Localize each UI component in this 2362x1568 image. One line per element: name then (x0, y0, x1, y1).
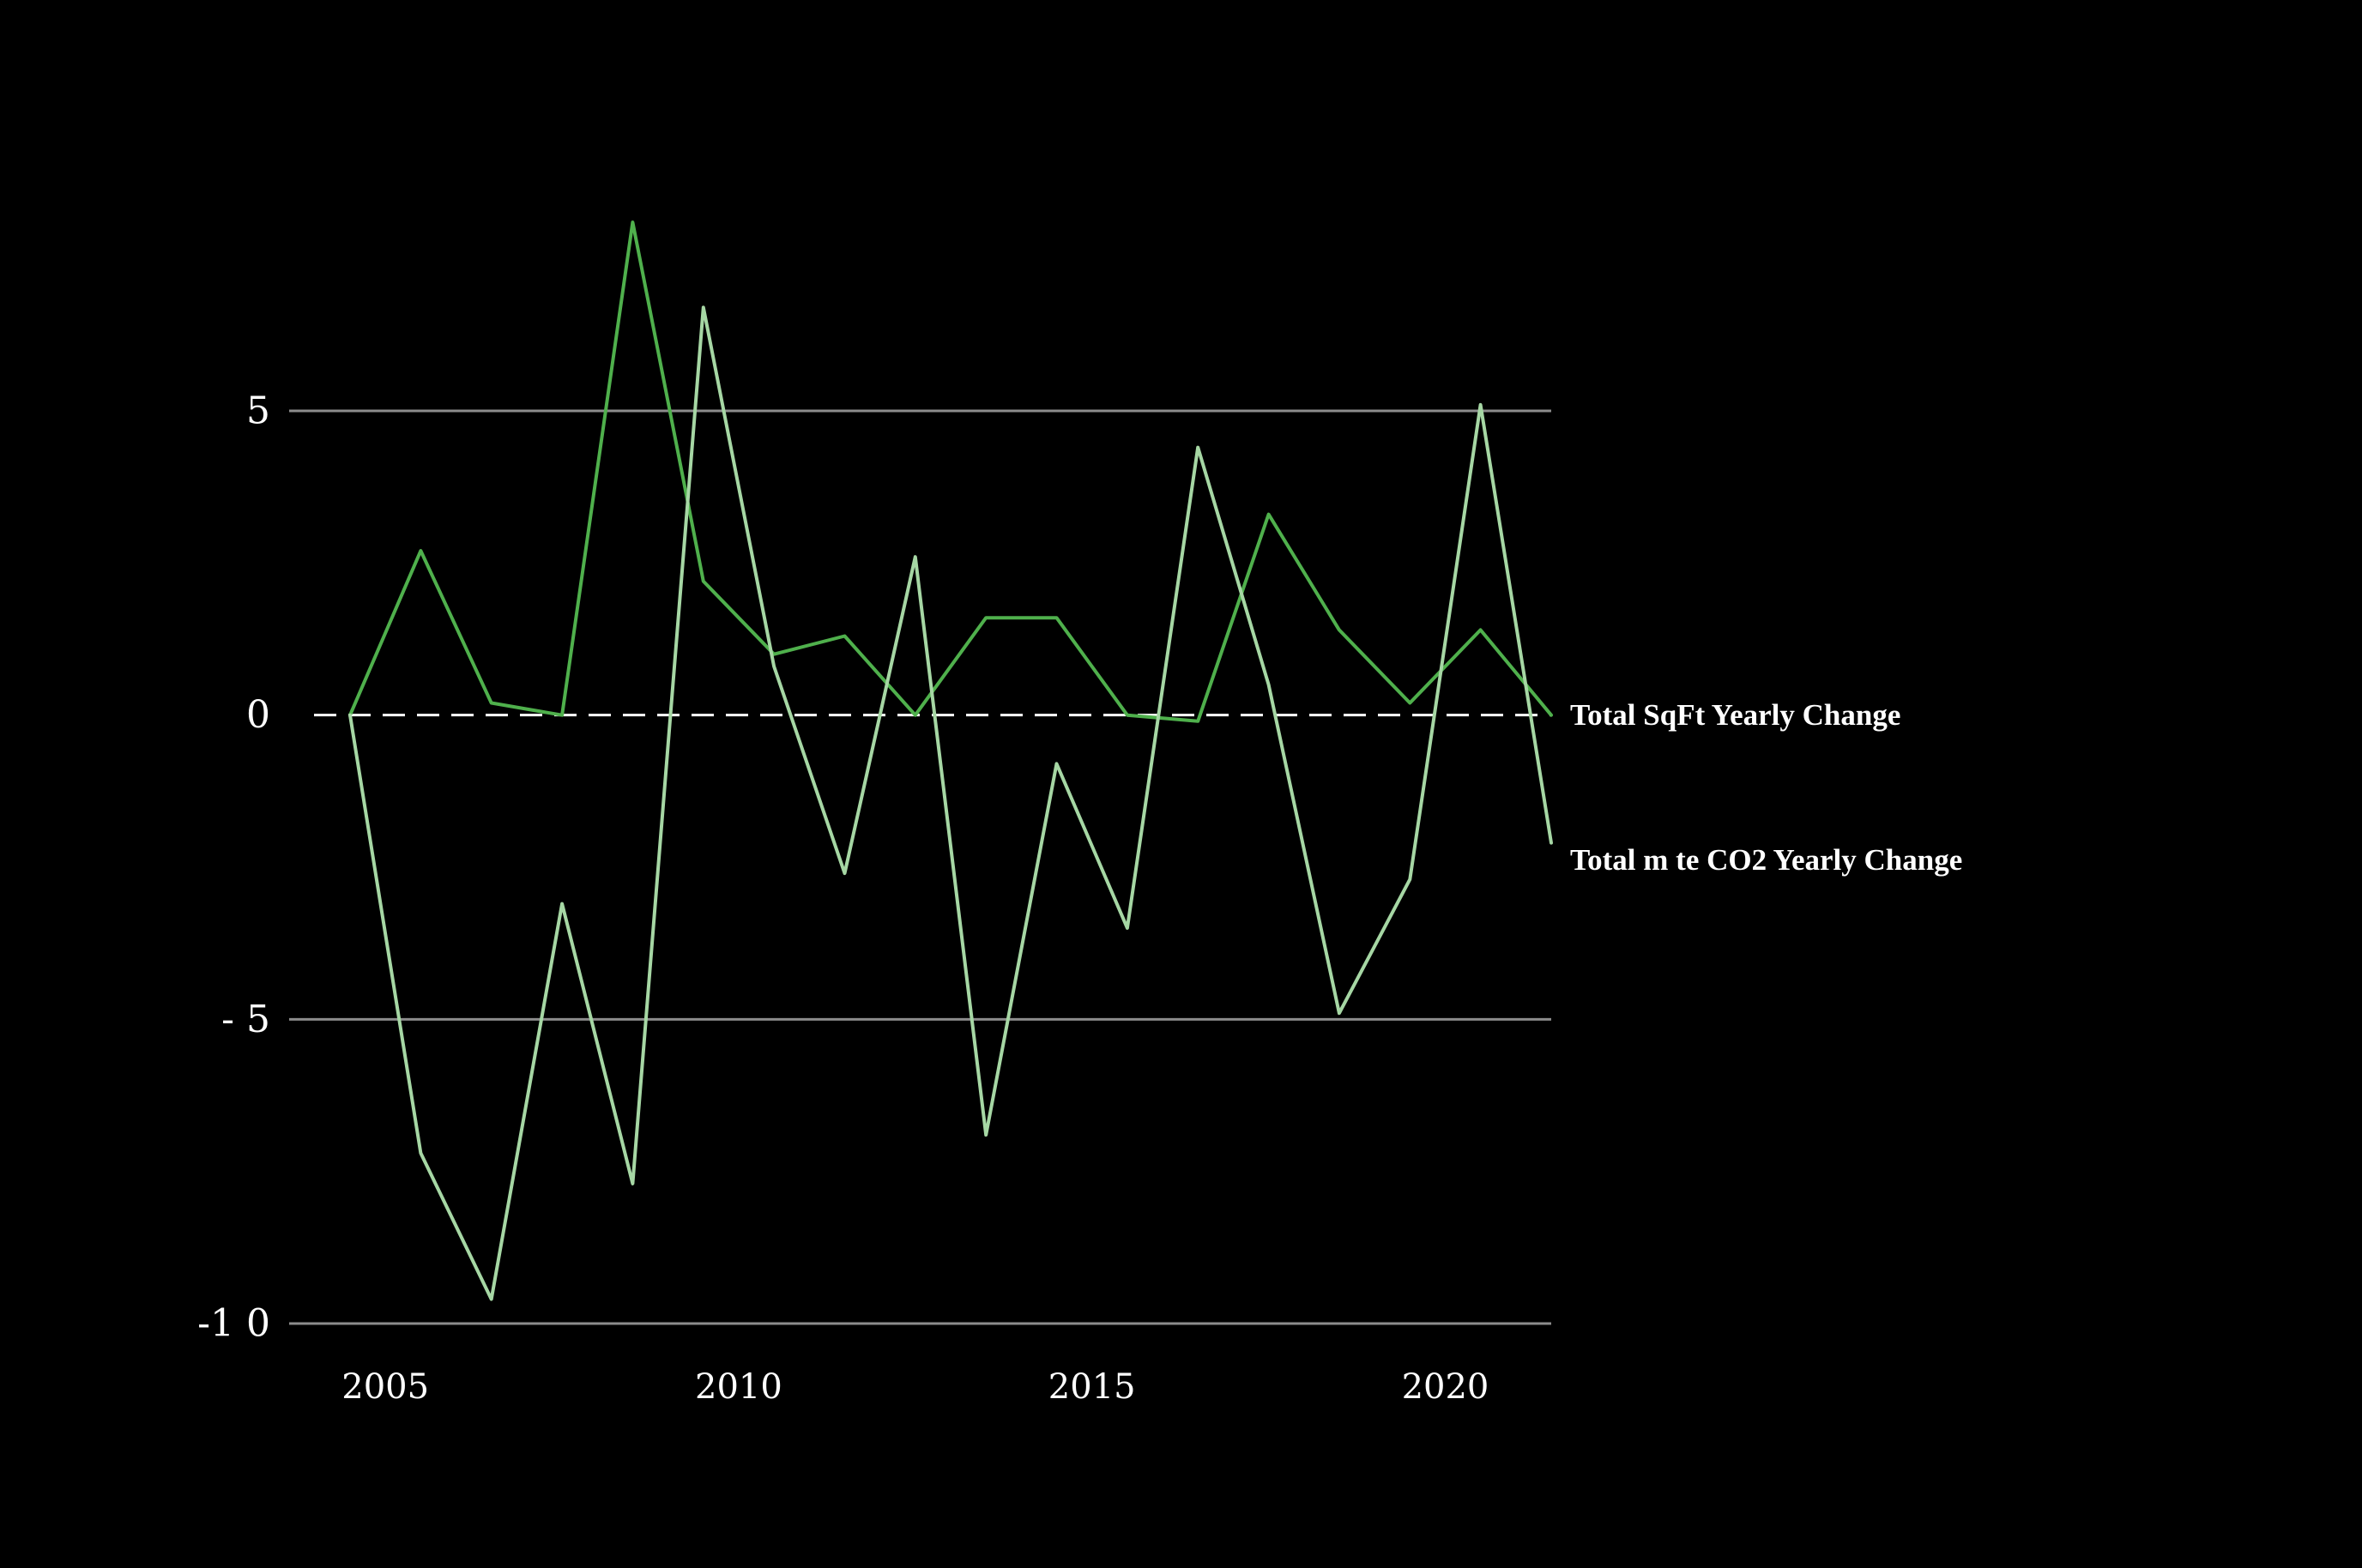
series-label: Total SqFt Yearly Change (1570, 698, 1900, 732)
x-tick-label: 2020 (1402, 1367, 1489, 1407)
x-axis-ticks: 2005 2010 2015 2020 (341, 1367, 1489, 1407)
y-tick-label: 5 (246, 389, 270, 433)
series-lines (348, 220, 1553, 1301)
series-labels: Total SqFt Yearly Change Total m te CO2 Y… (1570, 698, 1962, 877)
x-tick-label: 2005 (341, 1367, 429, 1407)
gridlines (289, 409, 1551, 1325)
x-tick-label: 2015 (1048, 1367, 1136, 1407)
y-tick-label: -1 0 (197, 1302, 270, 1346)
series-label: Total m te CO2 Yearly Change (1570, 843, 1962, 877)
series-line (348, 220, 1553, 723)
x-tick-label: 2010 (695, 1367, 782, 1407)
y-tick-label: 0 (246, 693, 270, 737)
y-axis-ticks: 5 0 - 5 -1 0 (197, 389, 270, 1346)
y-tick-label: - 5 (221, 998, 270, 1041)
series-line (348, 305, 1553, 1301)
